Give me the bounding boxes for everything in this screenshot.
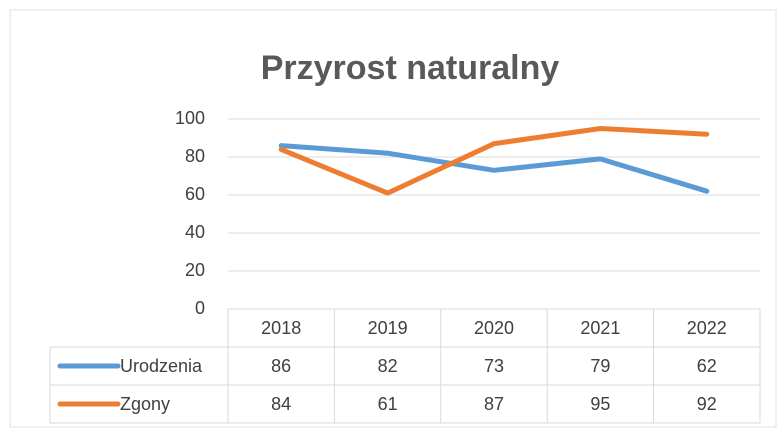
x-tick-label: 2021 — [580, 318, 620, 338]
table-value: 84 — [271, 394, 291, 414]
y-tick-label: 60 — [185, 184, 205, 204]
table-value: 95 — [590, 394, 610, 414]
y-tick-label: 40 — [185, 222, 205, 242]
table-value: 92 — [697, 394, 717, 414]
chart-title: Przyrost naturalny — [261, 49, 560, 87]
table-value: 87 — [484, 394, 504, 414]
y-tick-label: 0 — [195, 298, 205, 318]
series-line — [278, 126, 710, 196]
y-tick-label: 80 — [185, 146, 205, 166]
table-value: 82 — [378, 356, 398, 376]
legend-label: Urodzenia — [120, 356, 203, 376]
table-value: 73 — [484, 356, 504, 376]
x-tick-label: 2018 — [261, 318, 301, 338]
legend-label: Zgony — [120, 394, 170, 414]
table-value: 79 — [590, 356, 610, 376]
table-value: 61 — [378, 394, 398, 414]
series-line — [278, 143, 710, 194]
y-tick-label: 20 — [185, 260, 205, 280]
x-tick-label: 2019 — [368, 318, 408, 338]
table-value: 86 — [271, 356, 291, 376]
y-tick-label: 100 — [175, 108, 205, 128]
x-tick-label: 2022 — [687, 318, 727, 338]
chart-frame — [9, 9, 777, 428]
table-value: 62 — [697, 356, 717, 376]
x-tick-label: 2020 — [474, 318, 514, 338]
